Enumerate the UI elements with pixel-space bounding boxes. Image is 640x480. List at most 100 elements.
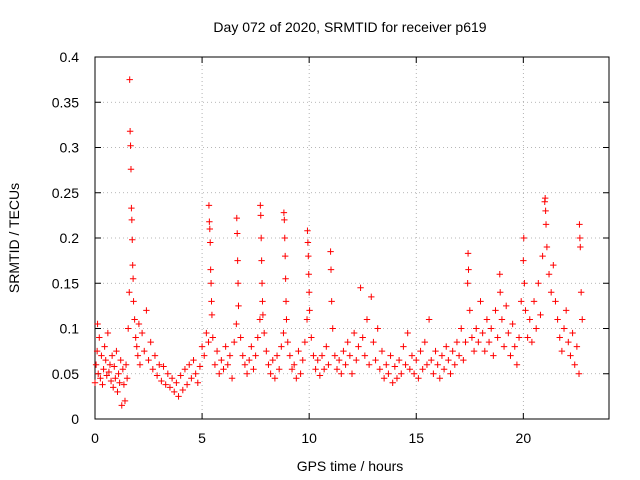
data-point — [284, 338, 291, 346]
y-tick-label: 0.25 — [52, 185, 79, 201]
data-point — [129, 261, 136, 269]
data-point — [129, 275, 137, 282]
data-point — [558, 347, 566, 355]
data-point — [286, 352, 294, 359]
data-point — [177, 372, 184, 379]
data-point — [304, 227, 311, 234]
data-point — [496, 271, 503, 278]
data-point — [498, 316, 506, 323]
data-point — [535, 280, 542, 287]
data-point — [207, 280, 215, 287]
data-point — [208, 298, 215, 305]
data-point — [127, 142, 134, 149]
data-point — [218, 356, 225, 364]
data-point — [552, 298, 559, 305]
data-point — [141, 347, 148, 355]
data-point — [453, 338, 461, 346]
data-point — [115, 370, 122, 377]
data-point — [288, 366, 296, 373]
data-point — [162, 381, 169, 388]
data-point — [305, 289, 313, 296]
data-point — [257, 234, 265, 242]
data-point — [168, 375, 176, 382]
data-point — [123, 375, 131, 382]
data-point — [179, 386, 187, 394]
data-point — [173, 379, 180, 386]
data-point — [368, 293, 375, 301]
data-point — [389, 379, 396, 386]
data-point — [186, 361, 193, 368]
data-point — [233, 320, 240, 328]
data-point — [107, 377, 115, 385]
data-point — [231, 338, 238, 346]
data-point — [560, 325, 568, 332]
data-point — [116, 379, 123, 386]
data-point — [151, 352, 159, 359]
data-point — [485, 338, 493, 346]
data-point — [278, 343, 285, 350]
data-point — [421, 338, 429, 346]
data-point — [259, 311, 267, 319]
data-point — [280, 329, 287, 337]
data-point — [569, 329, 576, 337]
data-point — [470, 347, 478, 355]
data-point — [520, 234, 527, 242]
data-point — [387, 352, 394, 359]
data-point — [166, 384, 174, 391]
data-point — [440, 366, 448, 373]
grid-lines — [95, 57, 609, 419]
data-point — [562, 307, 570, 314]
data-point — [554, 316, 561, 323]
data-point — [234, 230, 241, 237]
data-point — [443, 343, 450, 350]
data-point — [126, 76, 133, 83]
data-point — [239, 352, 246, 359]
data-point — [127, 166, 135, 173]
data-point — [121, 397, 129, 405]
data-point — [132, 334, 139, 341]
data-point — [118, 402, 125, 409]
data-point — [445, 356, 452, 364]
data-point — [545, 271, 553, 278]
y-tick-label: 0.35 — [52, 94, 79, 110]
data-point — [350, 329, 358, 337]
data-point — [308, 334, 315, 341]
data-point — [398, 370, 405, 377]
data-point — [468, 334, 476, 341]
data-point — [124, 325, 132, 332]
data-point — [222, 343, 229, 350]
data-point — [181, 366, 189, 373]
data-point — [323, 343, 330, 350]
x-axis-label: GPS time / hours — [297, 458, 404, 474]
data-point — [460, 356, 467, 364]
data-point — [96, 334, 103, 341]
data-point — [208, 311, 216, 319]
data-point — [410, 370, 418, 377]
data-point — [462, 338, 469, 346]
data-point — [530, 298, 538, 305]
data-point — [228, 375, 236, 382]
data-points — [91, 76, 586, 409]
data-point — [306, 307, 313, 314]
data-point — [393, 375, 401, 382]
data-point — [370, 338, 377, 346]
data-point — [383, 361, 390, 368]
data-point — [226, 352, 234, 359]
data-point — [234, 280, 242, 287]
data-point — [205, 338, 212, 346]
data-point — [304, 239, 312, 246]
data-point — [505, 329, 512, 337]
data-point — [573, 343, 581, 350]
data-point — [327, 248, 334, 255]
data-point — [316, 372, 324, 379]
data-point — [520, 257, 527, 264]
data-point — [344, 338, 351, 346]
data-point — [97, 375, 104, 382]
data-point — [355, 343, 362, 350]
y-axis-label: SRMTID / TECUs — [6, 183, 22, 293]
data-point — [513, 361, 521, 368]
data-point — [271, 375, 279, 382]
data-point — [134, 352, 142, 359]
data-point — [359, 334, 366, 341]
